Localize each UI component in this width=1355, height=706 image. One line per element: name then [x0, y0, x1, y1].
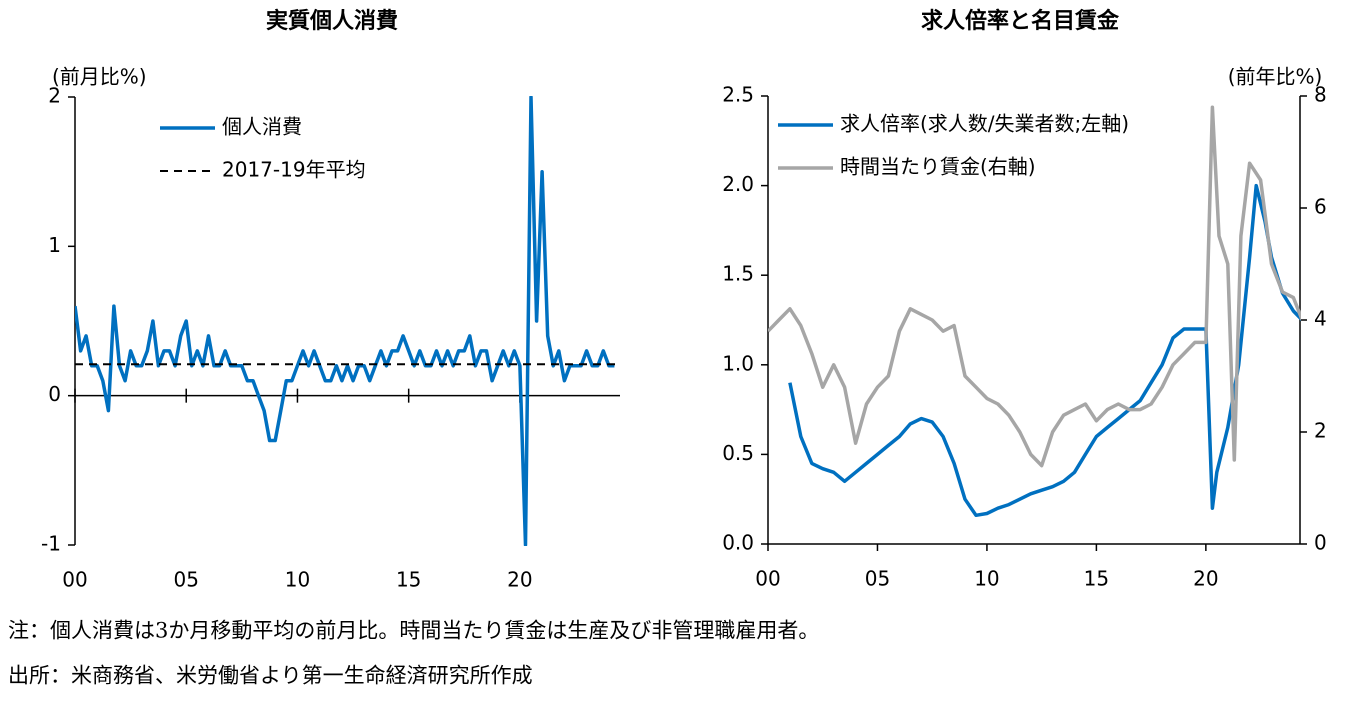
note: 注：個人消費は3か月移動平均の前月比。時間当たり賃金は生産及び非管理職雇用者。 [8, 619, 819, 643]
x-tick-label: 10 [974, 567, 999, 591]
x-tick-label: 05 [173, 568, 198, 592]
x-tick-label: 00 [62, 568, 87, 592]
series-line [788, 183, 1301, 518]
x-tick-label: 15 [1084, 567, 1109, 591]
y-tick-label: 2.0 [722, 172, 754, 196]
x-tick-label: 20 [507, 568, 532, 592]
source: 出所：米商務省、米労働省より第一生命経済研究所作成 [8, 664, 533, 688]
x-tick-label: 05 [865, 567, 890, 591]
y-tick-label: 0 [48, 382, 61, 406]
x-tick-label: 15 [396, 568, 421, 592]
x-tick-label: 00 [755, 567, 780, 591]
y2-tick-label: 8 [1314, 83, 1327, 107]
y2-tick-label: 2 [1314, 419, 1327, 443]
y-tick-label: 1 [48, 233, 61, 257]
series-line [768, 105, 1301, 468]
series-line [75, 96, 615, 546]
legend-label: 2017-19年平均 [222, 158, 366, 182]
chart-title: 求人倍率と名目賃金 [921, 8, 1120, 34]
y-axis-label: (前月比%) [52, 65, 147, 89]
x-tick-label: 10 [285, 568, 310, 592]
legend-label: 個人消費 [222, 115, 302, 139]
y2-axis-label: (前年比%) [1228, 65, 1323, 89]
y-tick-label: 1.0 [722, 351, 754, 375]
y-tick-label: 0.0 [722, 531, 754, 555]
y2-tick-label: 0 [1314, 531, 1327, 555]
y-tick-label: 2 [48, 84, 61, 108]
y-tick-label: 2.5 [722, 83, 754, 107]
plot-area [75, 96, 620, 546]
y2-tick-label: 4 [1314, 307, 1327, 331]
x-tick-label: 20 [1193, 567, 1218, 591]
chart-title: 実質個人消費 [266, 8, 398, 34]
legend-label: 求人倍率(求人数/失業者数;左軸) [840, 112, 1129, 136]
y-tick-label: 0.5 [722, 441, 754, 465]
y2-tick-label: 6 [1314, 195, 1327, 219]
y-tick-label: -1 [41, 532, 61, 556]
plot-area [768, 105, 1301, 518]
legend-label: 時間当たり賃金(右軸) [840, 155, 1036, 179]
y-tick-label: 1.5 [722, 262, 754, 286]
